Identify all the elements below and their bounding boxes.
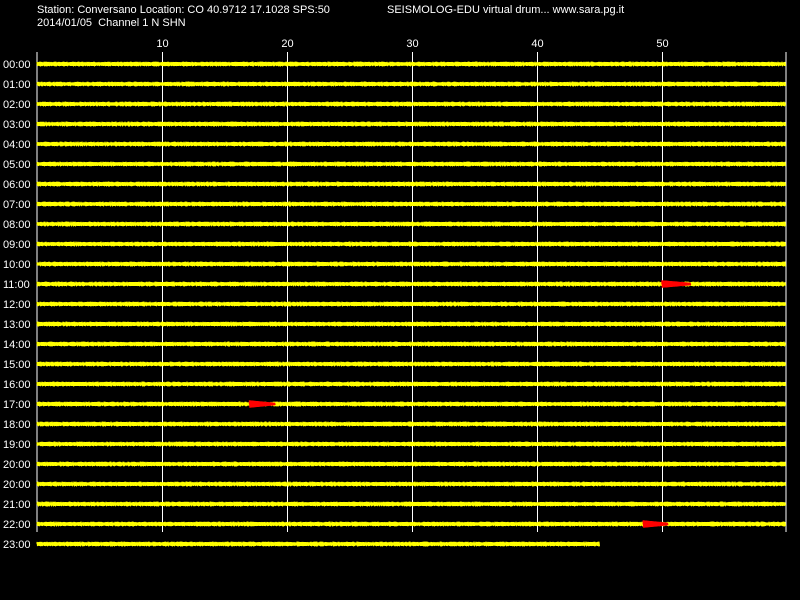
row-label: 11:00 bbox=[3, 279, 30, 291]
row-label: 08:00 bbox=[3, 219, 31, 231]
row-label: 01:00 bbox=[3, 79, 31, 91]
trace-row bbox=[36, 381, 786, 387]
trace-row bbox=[36, 281, 786, 287]
row-label: 12:00 bbox=[3, 299, 31, 311]
row-label: 21:00 bbox=[3, 499, 31, 511]
trace-row bbox=[36, 181, 786, 187]
x-tick-label: 20 bbox=[281, 38, 293, 50]
trace-row bbox=[36, 301, 786, 307]
trace-row bbox=[36, 361, 786, 367]
trace-row bbox=[36, 481, 786, 487]
trace-row bbox=[36, 141, 786, 147]
event-marker bbox=[642, 520, 669, 528]
row-label: 06:00 bbox=[3, 179, 31, 191]
grid-layer bbox=[36, 52, 787, 532]
trace-row bbox=[36, 341, 786, 347]
row-label: 17:00 bbox=[3, 399, 31, 411]
trace-row bbox=[36, 101, 786, 107]
trace-row bbox=[36, 321, 786, 327]
row-label: 13:00 bbox=[3, 319, 31, 331]
trace-row bbox=[36, 261, 786, 267]
date-channel-info: 2014/01/05 Channel 1 N SHN bbox=[37, 17, 186, 29]
x-tick-label: 30 bbox=[406, 38, 418, 50]
trace-row bbox=[36, 441, 786, 447]
row-label: 16:00 bbox=[3, 379, 31, 391]
row-label: 15:00 bbox=[3, 359, 31, 371]
trace-row bbox=[36, 461, 786, 467]
trace-row bbox=[36, 61, 786, 67]
row-label: 03:00 bbox=[3, 119, 31, 131]
trace-row bbox=[36, 241, 786, 247]
trace-row bbox=[36, 121, 786, 127]
trace-row bbox=[36, 81, 786, 87]
program-title: SEISMOLOG-EDU virtual drum... www.sara.p… bbox=[387, 4, 625, 16]
row-label: 14:00 bbox=[3, 339, 31, 351]
row-label: 10:00 bbox=[3, 259, 31, 271]
station-info: Station: Conversano Location: CO 40.9712… bbox=[37, 4, 330, 16]
row-label: 23:00 bbox=[3, 539, 31, 551]
row-label: 20:00 bbox=[3, 479, 31, 491]
row-label: 18:00 bbox=[3, 419, 31, 431]
event-marker bbox=[661, 280, 692, 288]
x-tick-label: 50 bbox=[656, 38, 668, 50]
row-label: 20:00 bbox=[3, 459, 31, 471]
row-label: 04:00 bbox=[3, 139, 31, 151]
row-label: 22:00 bbox=[3, 519, 31, 531]
trace-row bbox=[36, 521, 786, 527]
trace-row bbox=[36, 401, 786, 407]
trace-row bbox=[36, 421, 786, 427]
traces-layer bbox=[36, 61, 786, 547]
row-label: 05:00 bbox=[3, 159, 31, 171]
x-tick-label: 40 bbox=[531, 38, 543, 50]
trace-row bbox=[36, 161, 786, 167]
x-tick-label: 10 bbox=[156, 38, 168, 50]
trace-row bbox=[36, 221, 786, 227]
event-marker bbox=[248, 400, 276, 408]
trace-row bbox=[36, 541, 600, 547]
row-label: 19:00 bbox=[3, 439, 31, 451]
row-label: 00:00 bbox=[3, 59, 31, 71]
trace-row bbox=[36, 201, 786, 207]
row-label: 07:00 bbox=[3, 199, 31, 211]
labels-layer: 10 20 30 40 50 00:00 01:00 02:00 03:00 04:00 05:00… bbox=[3, 38, 669, 551]
events-layer bbox=[248, 280, 692, 528]
row-label: 02:00 bbox=[3, 99, 31, 111]
row-label: 09:00 bbox=[3, 239, 31, 251]
trace-row bbox=[36, 501, 786, 507]
